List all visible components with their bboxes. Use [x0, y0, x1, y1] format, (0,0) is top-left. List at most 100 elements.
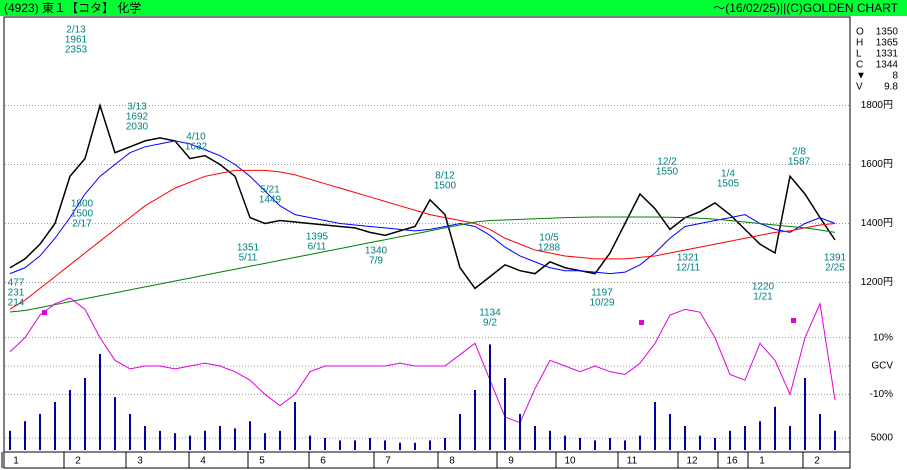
- annotation: 1449: [259, 195, 282, 206]
- annotation: 1505: [717, 179, 740, 190]
- y-tick-label: 5000: [871, 433, 894, 444]
- signal-marker: [639, 320, 644, 325]
- x-tick-label: 1: [759, 456, 765, 467]
- annotation: 3/13: [127, 102, 147, 113]
- annotation: 1391: [824, 253, 847, 264]
- y-tick-label: 1200円: [861, 277, 893, 288]
- annotation: 2353: [65, 45, 88, 56]
- x-tick-label: 11: [627, 456, 638, 467]
- volume-bar: [429, 440, 431, 450]
- volume-bar: [204, 430, 206, 450]
- header-right: ～(16/02/25)||(C)GOLDEN CHART: [713, 1, 898, 15]
- volume-bar: [414, 442, 416, 450]
- volume-bar: [399, 442, 401, 450]
- annotation: 2/13: [66, 25, 86, 36]
- annotation: 2030: [126, 122, 149, 133]
- volume-bar: [654, 402, 656, 450]
- x-tick-label: 6: [320, 456, 326, 467]
- annotation: 9/2: [483, 318, 497, 329]
- volume-bar: [504, 378, 506, 450]
- signal-marker: [791, 318, 796, 323]
- volume-bar: [594, 440, 596, 450]
- annotation: 12/2: [657, 157, 677, 168]
- y-tick-label: 10%: [873, 332, 893, 343]
- series-line: [9, 216, 836, 313]
- volume-bar: [819, 414, 821, 450]
- volume-bar: [549, 430, 551, 450]
- x-tick-label: 16: [726, 456, 738, 467]
- volume-bar: [759, 421, 761, 450]
- annotation: 231: [8, 288, 25, 299]
- annotation: 1961: [65, 35, 88, 46]
- volume-bar: [99, 354, 101, 450]
- volume-bar: [54, 402, 56, 450]
- volume-bar: [789, 426, 791, 450]
- annotation: 2/17: [72, 219, 92, 230]
- y-tick-label: 1600円: [861, 159, 893, 170]
- volume-bar: [699, 435, 701, 450]
- x-tick-label: 2: [814, 456, 820, 467]
- annotation: 2/8: [792, 147, 806, 158]
- volume-bar: [189, 435, 191, 450]
- volume-bar: [219, 426, 221, 450]
- series-line: [9, 297, 836, 424]
- quote-value: 1331: [876, 49, 899, 60]
- annotation: 1220: [752, 282, 775, 293]
- volume-bar: [744, 426, 746, 450]
- volume-bar: [234, 428, 236, 450]
- volume-bar: [669, 414, 671, 450]
- annotation: 1197: [591, 288, 613, 299]
- annotation: 12/11: [676, 263, 701, 274]
- x-tick-label: 8: [449, 456, 455, 467]
- signal-marker: [42, 310, 47, 315]
- volume-bar: [69, 390, 71, 450]
- volume-bar: [339, 440, 341, 450]
- quote-label: V: [856, 82, 863, 93]
- volume-bar: [774, 406, 776, 450]
- annotation: 6/11: [308, 242, 327, 253]
- x-tick-label: 2: [75, 456, 81, 467]
- volume-bar: [144, 426, 146, 450]
- series-line: [9, 140, 836, 275]
- annotation: 1500: [71, 209, 94, 220]
- y-tick-label: 1800円: [861, 100, 893, 111]
- annotation: 1288: [538, 243, 561, 254]
- volume-bar: [279, 430, 281, 450]
- volume-bar: [804, 378, 806, 450]
- x-tick-label: 12: [686, 456, 698, 467]
- volume-bar: [684, 426, 686, 450]
- annotation: 1632: [185, 142, 208, 153]
- volume-bar: [39, 414, 41, 450]
- volume-bar: [24, 421, 26, 450]
- quote-value: 1365: [876, 38, 899, 49]
- y-tick-label: 1400円: [861, 218, 893, 229]
- volume-bar: [714, 438, 716, 450]
- annotation: 1692: [126, 112, 149, 123]
- annotation: 1321: [677, 253, 700, 264]
- quote-value: 8: [892, 71, 898, 82]
- annotation: 1587: [788, 157, 811, 168]
- x-tick-label: 10: [564, 456, 576, 467]
- annotation: 4/10: [186, 132, 206, 143]
- volume-bar: [729, 430, 731, 450]
- volume-bar: [159, 430, 161, 450]
- quote-value: 1350: [876, 27, 899, 38]
- volume-bar: [354, 440, 356, 450]
- volume-bar: [519, 414, 521, 450]
- annotation: 7/9: [369, 256, 383, 267]
- volume-bar: [609, 438, 611, 450]
- annotation: 2/25: [825, 263, 845, 274]
- annotation: 1550: [656, 167, 679, 178]
- series-line: [9, 102, 836, 290]
- annotation: 1395: [306, 232, 329, 243]
- header-title: (4923) 東１【コタ】 化学: [4, 0, 141, 15]
- annotation: 10/29: [589, 298, 614, 309]
- x-tick-label: 9: [508, 456, 514, 467]
- quote-label: H: [856, 38, 863, 49]
- volume-bar: [324, 438, 326, 450]
- annotation: 8/12: [435, 171, 455, 182]
- quote-value: 9.8: [884, 82, 898, 93]
- y-tick-label: -10%: [870, 389, 893, 400]
